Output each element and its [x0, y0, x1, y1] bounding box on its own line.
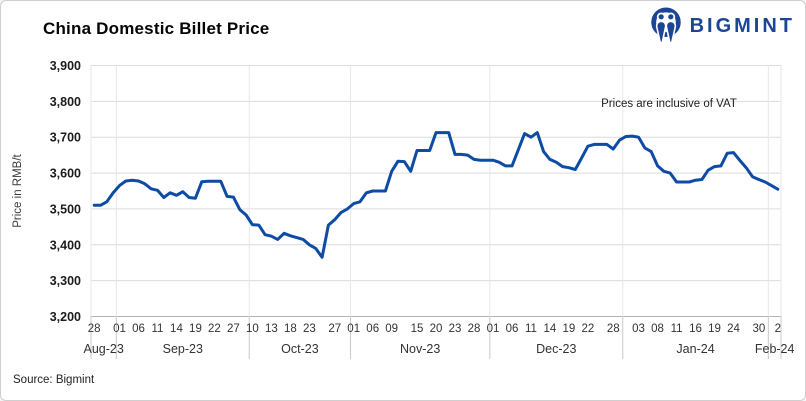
svg-text:19: 19 [563, 323, 576, 335]
svg-text:22: 22 [582, 323, 595, 335]
svg-text:Feb-24: Feb-24 [755, 342, 795, 356]
bigmint-logo-icon [650, 7, 681, 44]
svg-text:15: 15 [411, 323, 424, 335]
y-axis-title: Price in RMB/t [12, 153, 24, 227]
svg-text:10: 10 [246, 323, 259, 335]
y-tick-labels: 3,200 3,300 3,400 3,500 3,600 3,700 3,800 3,900 [50, 59, 81, 324]
svg-text:09: 09 [385, 323, 398, 335]
svg-text:06: 06 [506, 323, 519, 335]
svg-text:23: 23 [449, 323, 462, 335]
svg-text:13: 13 [265, 323, 278, 335]
svg-text:Sep-23: Sep-23 [163, 342, 203, 356]
svg-text:03: 03 [632, 323, 645, 335]
x-tick-labels: 28 01 06 11 14 19 22 27 10 13 18 23 27 01 06 09 15 20 23 28… [88, 323, 781, 335]
month-separators [90, 65, 782, 359]
svg-text:11: 11 [671, 323, 683, 335]
y-gridlines [91, 65, 781, 317]
month-labels: Aug-23 Sep-23 Oct-23 Nov-23 Dec-23 Jan-24 Feb-… [84, 342, 795, 356]
svg-text:16: 16 [689, 323, 702, 335]
svg-text:Nov-23: Nov-23 [400, 342, 440, 356]
svg-text:3,600: 3,600 [50, 167, 81, 181]
svg-text:Jan-24: Jan-24 [676, 342, 714, 356]
price-line [92, 131, 780, 259]
svg-text:Oct-23: Oct-23 [281, 342, 319, 356]
svg-text:01: 01 [113, 323, 126, 335]
svg-text:14: 14 [170, 323, 183, 335]
svg-text:3,200: 3,200 [50, 310, 81, 324]
brand-logo: BIGMINT [649, 7, 795, 45]
svg-text:23: 23 [303, 323, 316, 335]
svg-text:3,800: 3,800 [50, 95, 81, 109]
svg-text:22: 22 [208, 323, 221, 335]
svg-text:30: 30 [752, 323, 765, 335]
svg-text:3,500: 3,500 [50, 202, 81, 216]
svg-text:3,900: 3,900 [50, 59, 81, 73]
svg-text:24: 24 [727, 323, 740, 335]
svg-text:11: 11 [151, 323, 163, 335]
source-note: Source: Bigmint [13, 374, 95, 386]
svg-text:20: 20 [430, 323, 443, 335]
svg-text:01: 01 [487, 323, 500, 335]
vat-note: Prices are inclusive of VAT [601, 98, 737, 110]
svg-text:06: 06 [132, 323, 145, 335]
svg-text:01: 01 [347, 323, 360, 335]
chart-title: China Domestic Billet Price [43, 19, 270, 38]
svg-text:2: 2 [775, 323, 781, 335]
svg-text:08: 08 [651, 323, 664, 335]
svg-text:27: 27 [227, 323, 240, 335]
svg-text:28: 28 [88, 323, 101, 335]
svg-text:3,400: 3,400 [50, 238, 81, 252]
svg-text:18: 18 [284, 323, 297, 335]
svg-text:27: 27 [328, 323, 341, 335]
svg-text:19: 19 [189, 323, 202, 335]
svg-text:19: 19 [708, 323, 721, 335]
svg-text:3,700: 3,700 [50, 131, 81, 145]
svg-text:28: 28 [607, 323, 620, 335]
svg-text:06: 06 [366, 323, 379, 335]
brand-name: BIGMINT [689, 14, 795, 37]
svg-text:28: 28 [468, 323, 481, 335]
svg-text:Dec-23: Dec-23 [536, 342, 576, 356]
svg-text:3,300: 3,300 [50, 274, 81, 288]
svg-text:14: 14 [544, 323, 557, 335]
svg-text:Aug-23: Aug-23 [84, 342, 124, 356]
svg-text:11: 11 [525, 323, 537, 335]
